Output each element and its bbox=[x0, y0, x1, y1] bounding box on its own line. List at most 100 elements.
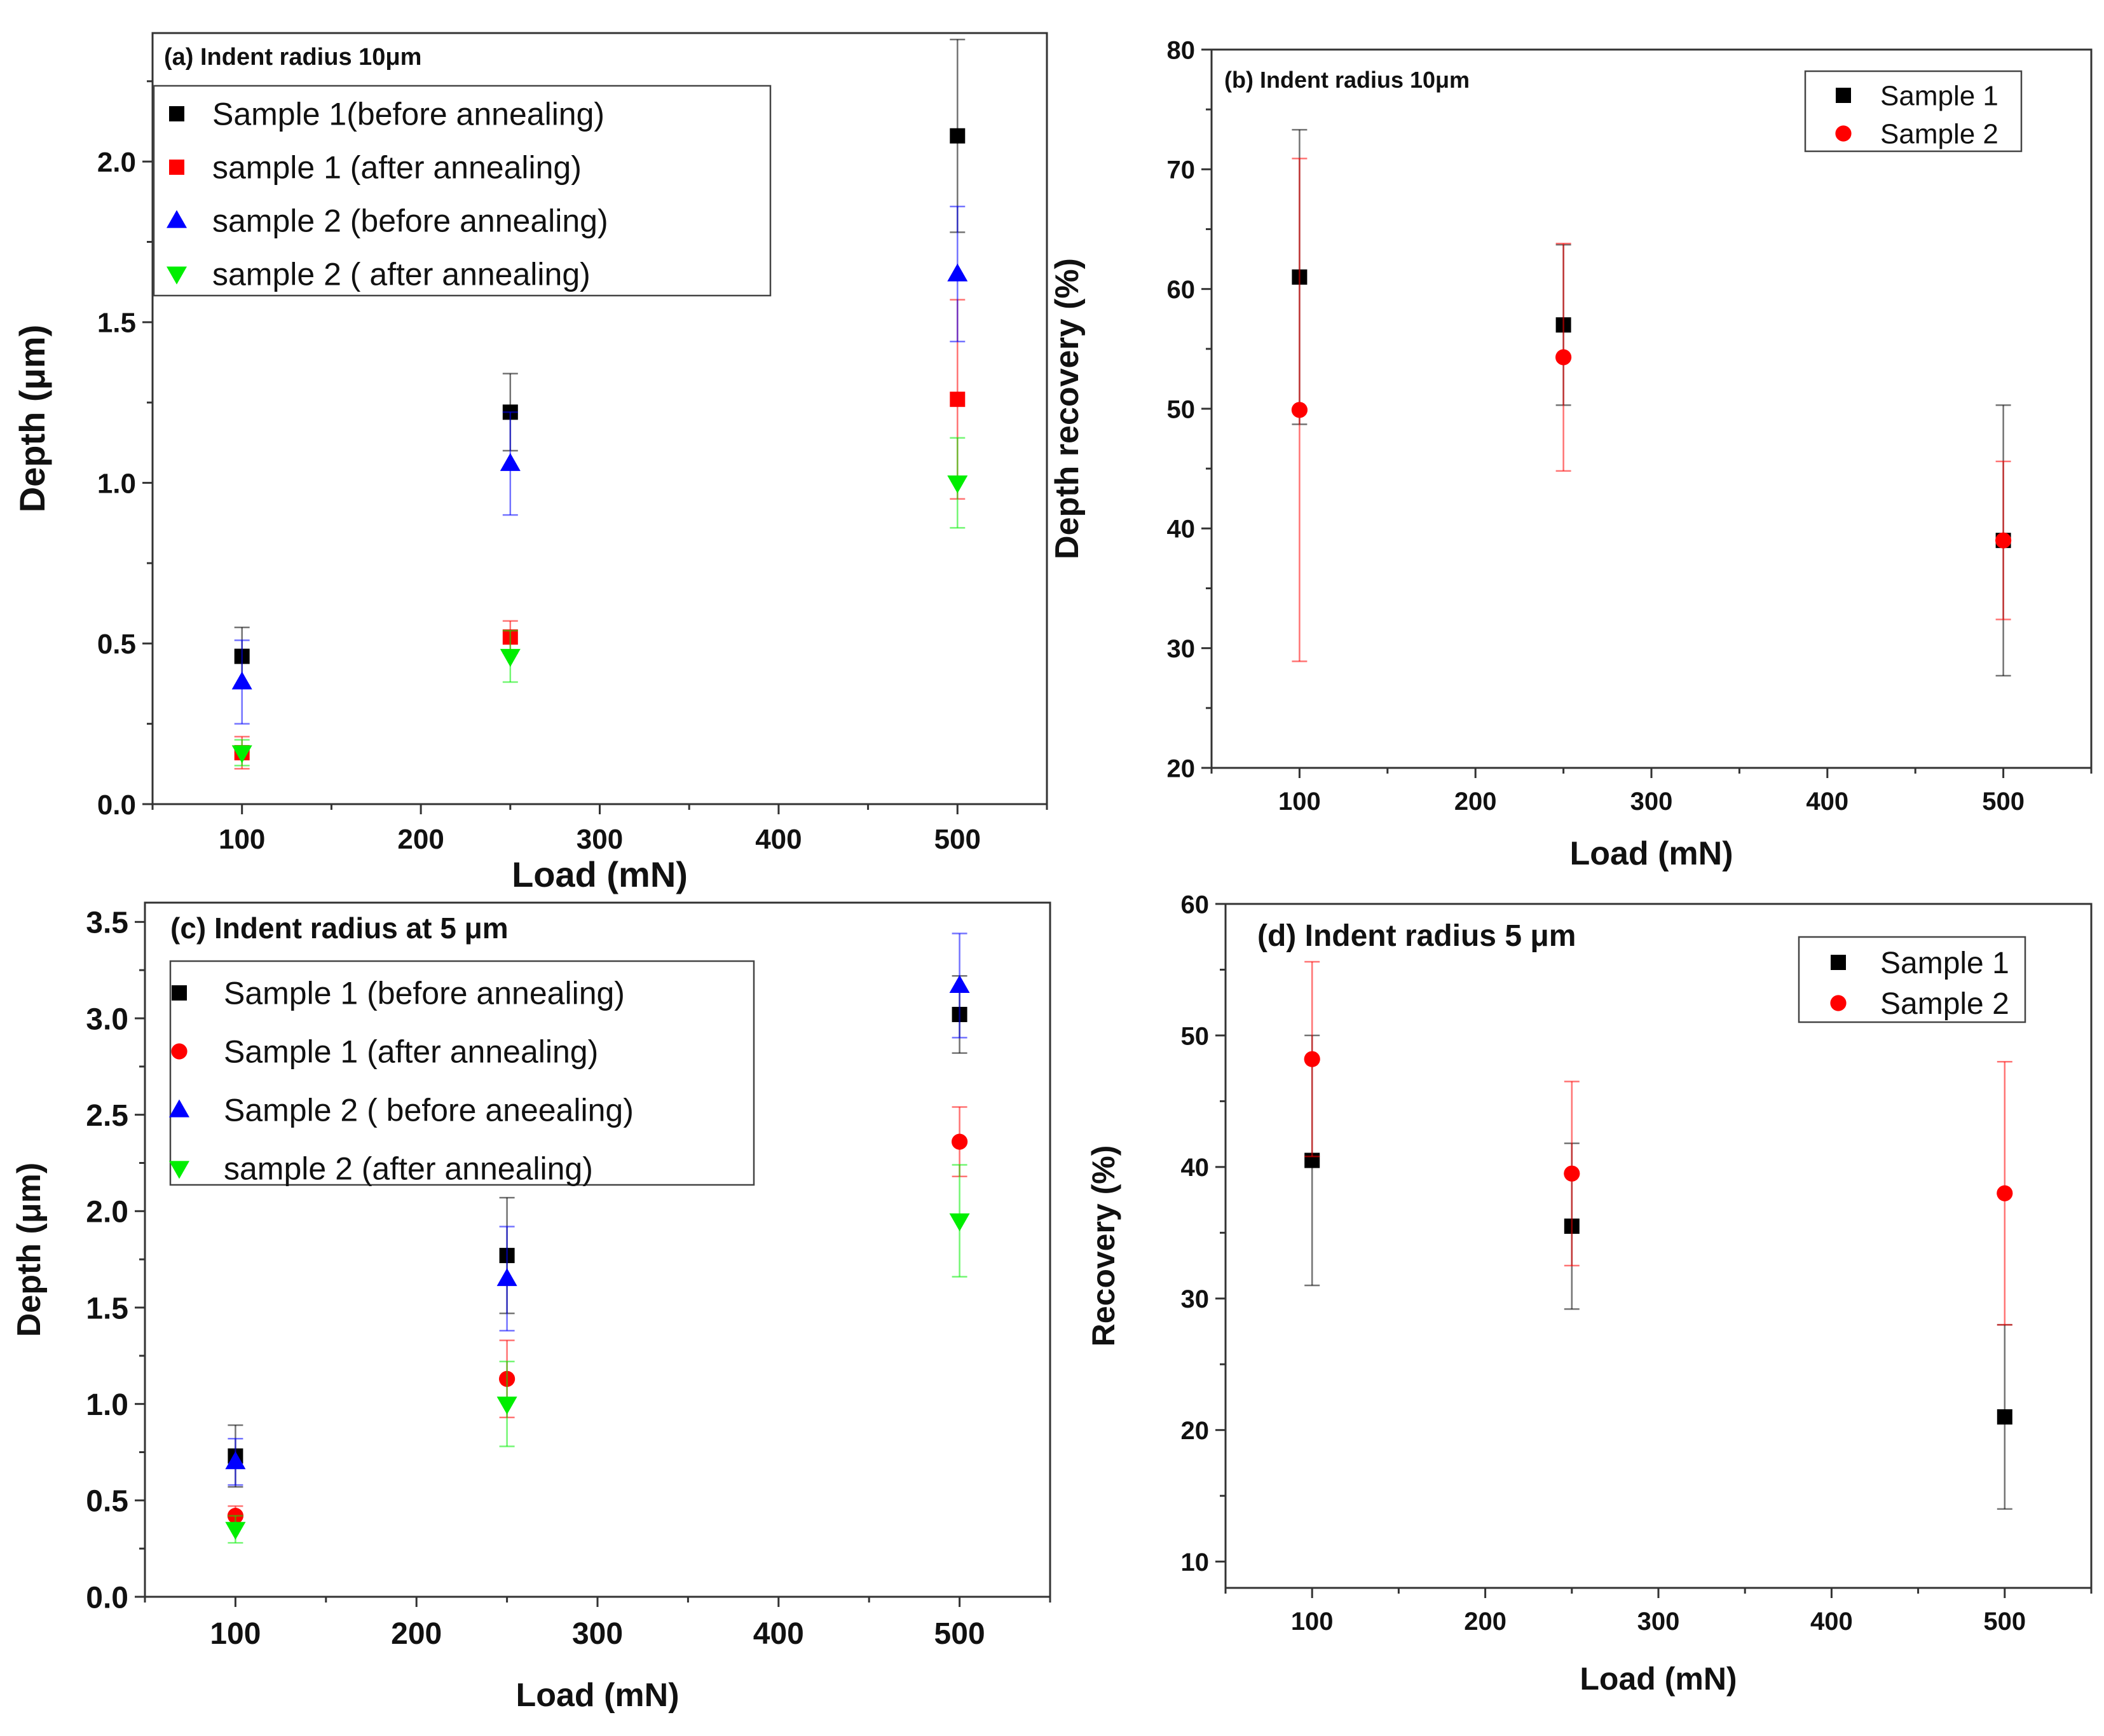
x-tick-label: 500 bbox=[1983, 1608, 2026, 1636]
legend-marker bbox=[1836, 88, 1851, 103]
y-tick-label: 3.5 bbox=[86, 906, 128, 940]
data-point bbox=[225, 1522, 246, 1540]
x-tick-label: 300 bbox=[1630, 788, 1673, 816]
y-tick-label: 60 bbox=[1167, 276, 1196, 304]
legend-box bbox=[169, 960, 755, 1186]
legend-entry: sample 2 (after annealing) bbox=[224, 1151, 593, 1187]
legend-marker bbox=[1831, 955, 1846, 970]
data-point bbox=[1291, 402, 1308, 418]
legend-entry: Sample 1 (after annealing) bbox=[224, 1034, 598, 1070]
y-tick-label: 40 bbox=[1181, 1154, 1210, 1182]
data-point bbox=[1304, 1051, 1320, 1067]
x-tick-label: 300 bbox=[572, 1617, 623, 1651]
series-2 bbox=[234, 299, 966, 770]
x-tick-label: 200 bbox=[1464, 1608, 1506, 1636]
x-tick-label: 100 bbox=[1278, 788, 1321, 816]
y-axis-label: Depth recovery (%) bbox=[1049, 258, 1086, 559]
x-tick-label: 500 bbox=[1982, 788, 2025, 816]
y-tick-label: 0.5 bbox=[86, 1485, 128, 1519]
y-tick-label: 2.0 bbox=[97, 147, 136, 178]
panel-title: (a) Indent radius 10μm bbox=[164, 44, 421, 71]
legend: Sample 1 Sample 2 bbox=[1804, 70, 2023, 153]
legend-entry: Sample 2 bbox=[1880, 118, 1998, 149]
legend-marker bbox=[166, 266, 188, 285]
data-point bbox=[231, 745, 252, 763]
y-axis-label: Depth (μm) bbox=[12, 325, 52, 513]
legend: Sample 1(before annealing) sample 1 (afte… bbox=[153, 85, 772, 297]
legend-entry: Sample 1(before annealing) bbox=[212, 97, 605, 132]
data-point bbox=[1997, 1409, 2012, 1425]
data-point bbox=[231, 671, 252, 690]
panel-title: (c) Indent radius at 5 μm bbox=[170, 912, 509, 945]
legend-marker bbox=[166, 210, 188, 228]
y-tick-label: 50 bbox=[1181, 1022, 1210, 1050]
data-point bbox=[949, 1213, 970, 1232]
x-tick-label: 300 bbox=[1637, 1608, 1680, 1636]
data-point bbox=[500, 648, 521, 667]
legend-entry: sample 2 ( after annealing) bbox=[212, 257, 591, 292]
data-point bbox=[496, 1268, 517, 1287]
panel-title: (b) Indent radius 10μm bbox=[1224, 67, 1470, 93]
legend-marker bbox=[169, 160, 184, 175]
x-axis-label: Load (mN) bbox=[1569, 835, 1733, 872]
legend-entry: Sample 2 bbox=[1880, 987, 2009, 1021]
data-point bbox=[952, 1133, 968, 1150]
series-1 bbox=[1292, 128, 2011, 677]
x-tick-label: 300 bbox=[577, 824, 623, 855]
data-point bbox=[1564, 1165, 1580, 1182]
y-tick-label: 30 bbox=[1167, 635, 1196, 663]
y-tick-label: 50 bbox=[1167, 395, 1196, 423]
y-axis-label: Depth (μm) bbox=[11, 1163, 48, 1337]
y-tick-label: 80 bbox=[1167, 36, 1196, 64]
y-tick-label: 0.5 bbox=[97, 629, 136, 660]
y-tick-label: 10 bbox=[1181, 1548, 1210, 1576]
legend-box bbox=[153, 85, 772, 297]
x-tick-label: 500 bbox=[934, 1617, 985, 1651]
series-3 bbox=[231, 205, 968, 725]
x-tick-label: 100 bbox=[1291, 1608, 1334, 1636]
data-point bbox=[949, 974, 970, 994]
data-point bbox=[1995, 532, 2012, 549]
y-tick-label: 2.5 bbox=[86, 1099, 128, 1133]
legend: Sample 1 (before annealing) Sample 1 (aft… bbox=[168, 960, 755, 1187]
y-tick-label: 70 bbox=[1167, 156, 1196, 184]
data-point bbox=[1997, 1185, 2013, 1201]
y-tick-label: 1.0 bbox=[97, 468, 136, 499]
legend-marker bbox=[169, 106, 184, 121]
y-tick-label: 2.0 bbox=[86, 1196, 128, 1229]
legend-entry: Sample 1 (before annealing) bbox=[224, 976, 625, 1011]
x-tick-label: 100 bbox=[219, 824, 265, 855]
data-point bbox=[950, 392, 966, 407]
legend-entry: Sample 1 bbox=[1880, 947, 2009, 980]
legend-marker bbox=[168, 1099, 190, 1117]
y-tick-label: 20 bbox=[1181, 1417, 1210, 1445]
y-tick-label: 3.0 bbox=[86, 1002, 128, 1036]
x-axis-label: Load (mN) bbox=[1580, 1661, 1737, 1697]
series-4 bbox=[225, 1164, 970, 1544]
y-tick-label: 1.5 bbox=[86, 1292, 128, 1325]
panel-b: 100 200 300 400 500 20 30 40 50 60 70 80 Load (mN) De… bbox=[1049, 36, 2093, 872]
data-point bbox=[225, 1451, 246, 1470]
legend-entry: sample 2 (before annealing) bbox=[212, 203, 608, 239]
y-tick-label: 0.0 bbox=[86, 1581, 128, 1615]
x-tick-label: 200 bbox=[1454, 788, 1497, 816]
y-axis-label: Recovery (%) bbox=[1086, 1145, 1121, 1347]
y-tick-label: 60 bbox=[1181, 891, 1210, 919]
x-tick-label: 500 bbox=[934, 824, 981, 855]
legend-marker bbox=[1835, 125, 1852, 142]
panel-d: 100 200 300 400 500 10 20 30 40 50 60 Load (mN) Reco… bbox=[1086, 891, 2093, 1697]
series-2 bbox=[1304, 960, 2013, 1326]
x-tick-label: 400 bbox=[1806, 788, 1848, 816]
data-point bbox=[500, 453, 521, 471]
x-tick-label: 200 bbox=[397, 824, 444, 855]
panel-a: 100 200 300 400 500 0.0 0.5 1.0 1.5 2.0 Load (mN) D… bbox=[12, 32, 1048, 894]
legend-entry: sample 1 (after annealing) bbox=[212, 150, 582, 186]
x-tick-label: 400 bbox=[753, 1617, 804, 1651]
data-point bbox=[1555, 349, 1572, 366]
x-tick-label: 100 bbox=[210, 1617, 261, 1651]
series-2 bbox=[1291, 158, 2012, 662]
data-point bbox=[947, 475, 968, 494]
data-point bbox=[950, 128, 966, 144]
series-3 bbox=[225, 933, 970, 1486]
legend-marker bbox=[171, 1043, 188, 1060]
